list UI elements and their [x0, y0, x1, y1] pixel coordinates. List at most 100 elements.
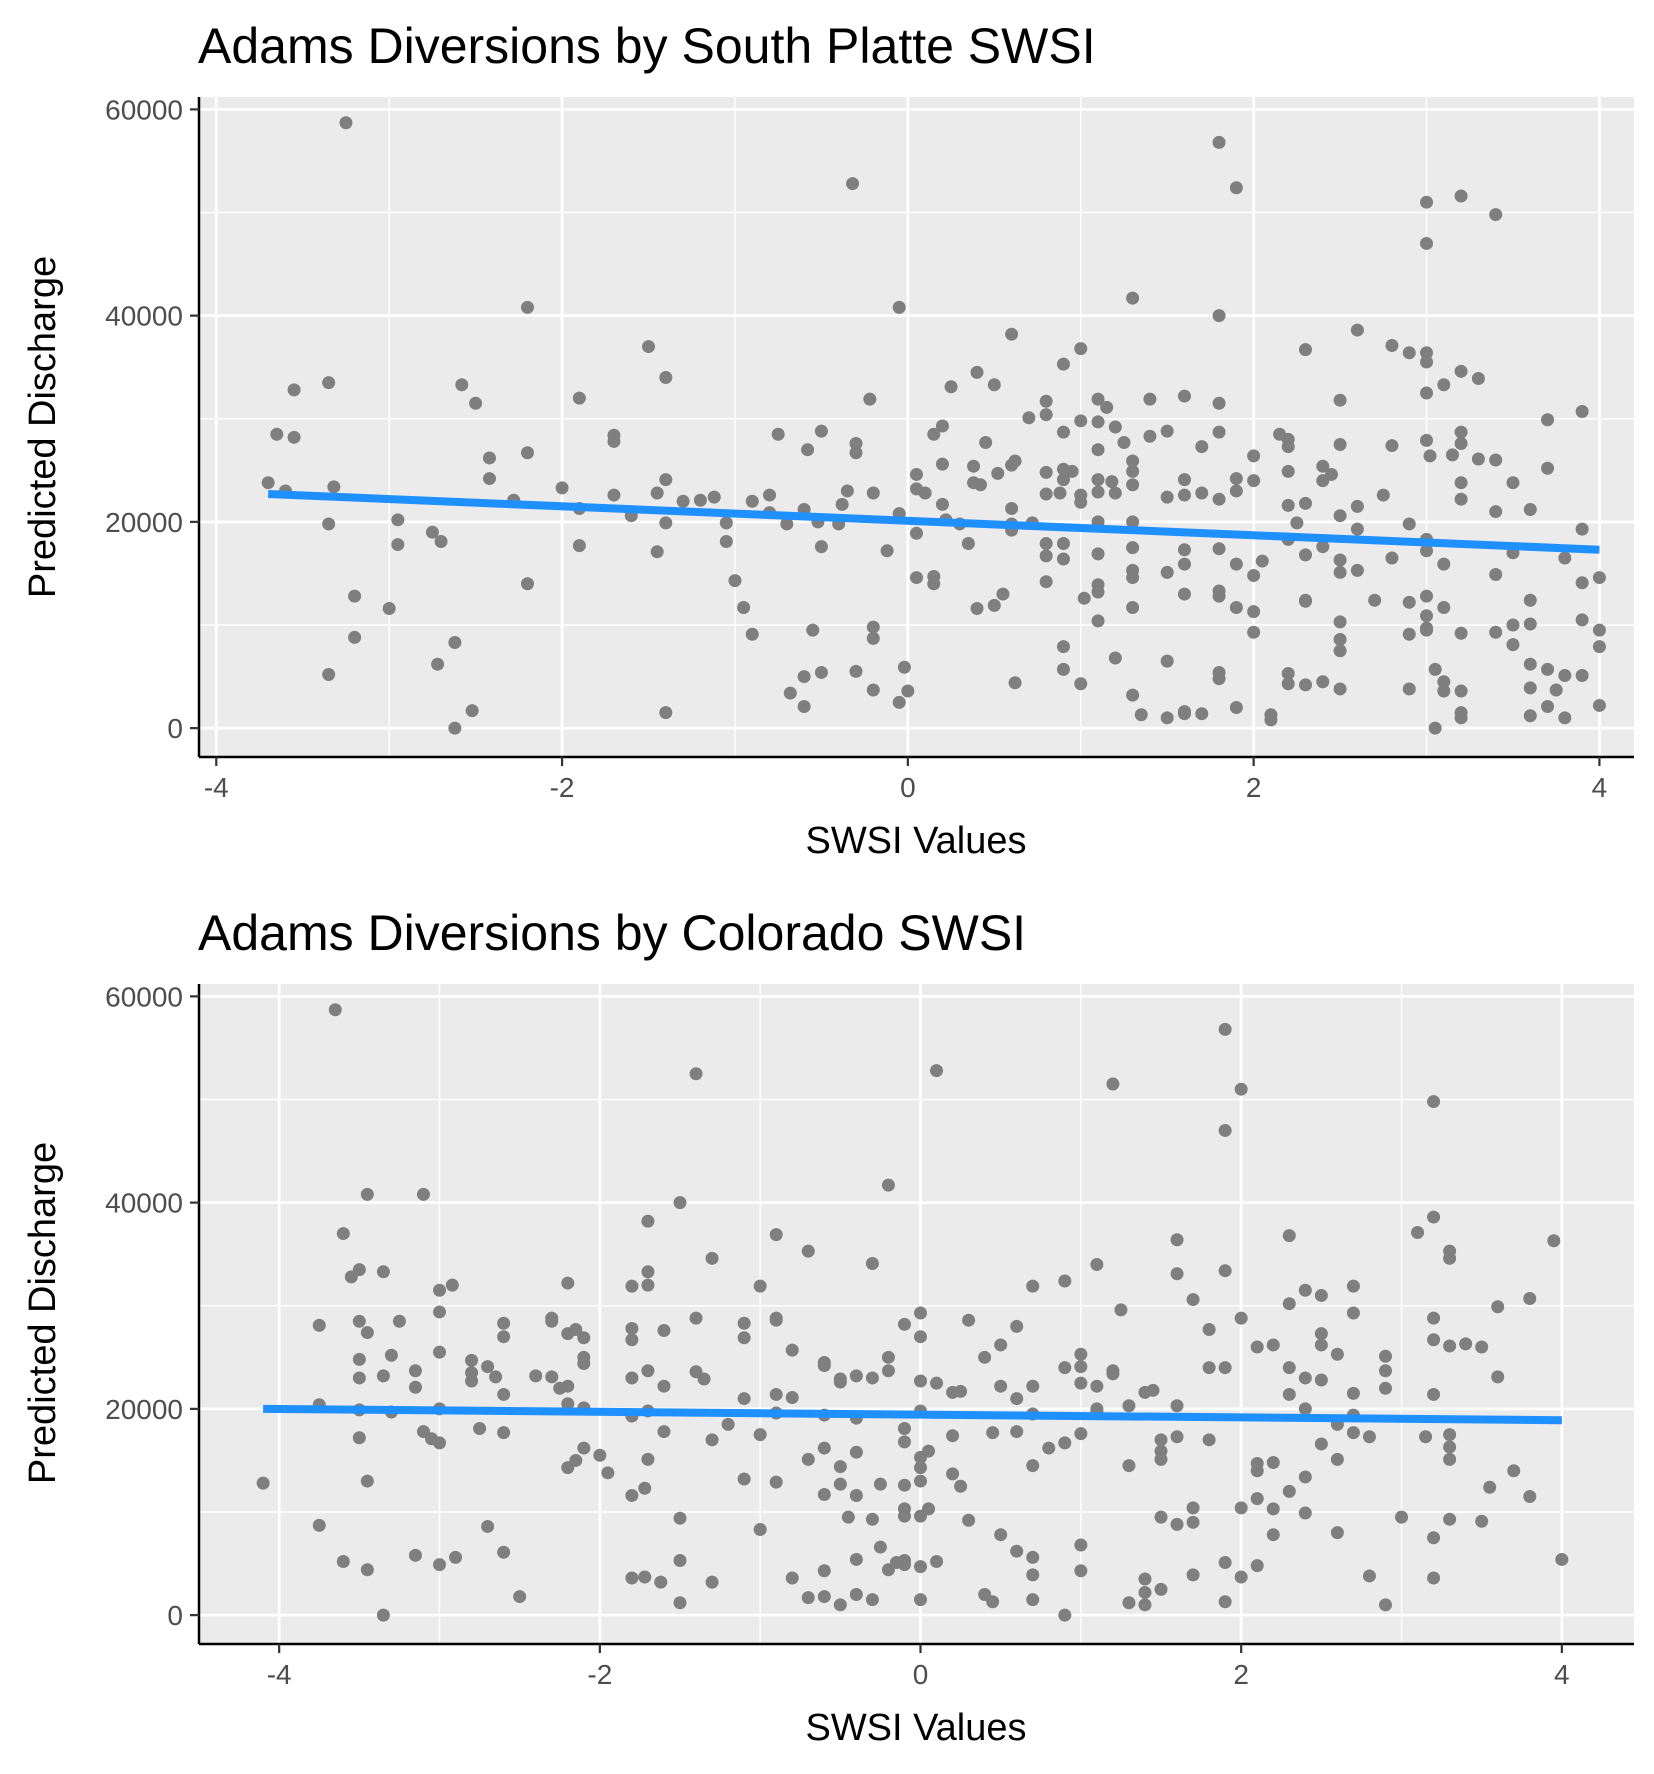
data-point [408, 1364, 422, 1378]
x-tick-labels: -4 -2 0 2 4 [267, 1659, 1570, 1690]
data-point [1186, 1501, 1200, 1515]
data-point [657, 1425, 671, 1439]
data-point [1247, 474, 1261, 488]
data-point [641, 1452, 655, 1466]
data-point [1368, 593, 1382, 607]
x-tick-label: -4 [204, 772, 229, 803]
data-point [1053, 486, 1067, 500]
data-point [707, 490, 721, 504]
data-point [497, 1545, 511, 1559]
data-point [1316, 675, 1330, 689]
data-point [935, 497, 949, 511]
data-point [914, 1374, 928, 1388]
data-point [1247, 625, 1261, 639]
data-point [918, 486, 932, 500]
y-tick-label: 40000 [105, 301, 183, 332]
data-point [1420, 236, 1434, 250]
data-point [1005, 501, 1019, 515]
data-point [967, 459, 981, 473]
data-point [927, 427, 941, 441]
data-point [1506, 618, 1520, 632]
data-point [797, 699, 811, 713]
data-point [1039, 465, 1053, 479]
data-point [1170, 1233, 1184, 1247]
y-tick-label: 20000 [105, 1394, 183, 1425]
data-point [785, 1343, 799, 1357]
plot-panel-background [199, 97, 1634, 757]
data-point [1091, 392, 1105, 406]
data-point [1202, 1361, 1216, 1375]
data-point [433, 1305, 447, 1319]
data-point [1010, 1319, 1024, 1333]
data-point [1575, 405, 1589, 419]
data-point [473, 1421, 487, 1435]
x-tick-label: 4 [1592, 772, 1608, 803]
data-point [1299, 678, 1313, 692]
data-point [978, 1588, 992, 1601]
data-point [1170, 1267, 1184, 1281]
data-point [1299, 548, 1313, 562]
data-point [650, 486, 664, 500]
data-point [814, 424, 828, 438]
data-point [721, 1417, 735, 1431]
data-point [1212, 589, 1226, 603]
data-point [625, 1489, 639, 1502]
data-point [1264, 713, 1278, 727]
data-point [520, 300, 534, 314]
data-point [1282, 1484, 1296, 1498]
data-point [1437, 600, 1451, 614]
data-point [360, 1326, 374, 1340]
data-point [561, 1397, 575, 1411]
data-point [1234, 1570, 1248, 1584]
data-point [1541, 699, 1555, 713]
data-point [1454, 189, 1468, 203]
data-point [961, 537, 975, 551]
data-point [849, 1369, 863, 1383]
data-point [1299, 496, 1313, 510]
data-point [783, 686, 797, 700]
data-point [1212, 425, 1226, 439]
data-point [1420, 623, 1434, 637]
data-point [996, 587, 1010, 601]
x-tick-labels: -4 -2 0 2 4 [204, 772, 1607, 803]
data-point [256, 1476, 270, 1490]
data-point [1229, 181, 1243, 195]
data-point [1385, 339, 1399, 353]
data-point [1106, 1077, 1120, 1091]
data-point [1333, 393, 1347, 407]
data-point [529, 1369, 543, 1383]
data-point [465, 1353, 479, 1367]
data-point [1170, 1399, 1184, 1413]
data-point [970, 602, 984, 615]
data-point [1126, 291, 1140, 305]
data-point [481, 1360, 495, 1374]
data-point [287, 430, 301, 444]
data-point [1138, 1585, 1152, 1599]
data-point [1234, 1501, 1248, 1515]
data-point [910, 571, 923, 585]
data-point [352, 1314, 366, 1328]
y-tick-label: 60000 [105, 981, 183, 1012]
data-point [1420, 346, 1434, 360]
data-point [1177, 707, 1191, 721]
data-point [1186, 1293, 1200, 1307]
x-axis-title: SWSI Values [805, 820, 1026, 862]
data-point [910, 526, 923, 540]
data-point [1022, 411, 1036, 425]
data-point [1091, 614, 1105, 628]
data-point [1250, 1492, 1264, 1506]
data-point [901, 684, 915, 698]
data-point [880, 544, 894, 558]
data-point [1316, 540, 1330, 554]
data-point [1395, 1510, 1409, 1524]
data-point [1298, 1283, 1312, 1297]
data-point [1026, 1550, 1040, 1564]
x-tick-label: -4 [267, 1659, 292, 1690]
data-point [1471, 452, 1485, 466]
x-tick-label: 2 [1233, 1659, 1249, 1690]
data-point [806, 623, 820, 637]
x-tick-label: 4 [1554, 1659, 1570, 1690]
data-point [642, 340, 656, 354]
y-tick-label: 0 [167, 1600, 183, 1631]
